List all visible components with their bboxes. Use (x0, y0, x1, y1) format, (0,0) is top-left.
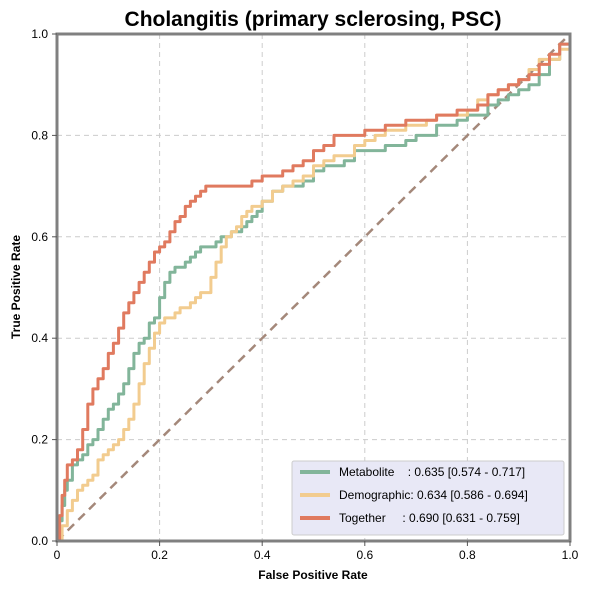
x-tick-label: 0.6 (356, 548, 373, 562)
x-tick-label: 0.2 (151, 548, 168, 562)
x-tick-label: 0 (54, 548, 61, 562)
y-tick-label: 0.8 (31, 128, 48, 142)
legend: Metabolite : 0.635 [0.574 - 0.717] Demogr… (291, 460, 565, 536)
x-axis-ticks: 0 0.2 0.4 0.6 0.8 1.0 (54, 541, 579, 562)
roc-curve-together (57, 34, 572, 543)
roc-curve-metabolite (57, 34, 572, 543)
legend-label-demographic: Demographic: 0.634 [0.586 - 0.694] (339, 488, 528, 502)
chart-title: Cholangitis (primary sclerosing, PSC) (125, 8, 502, 31)
y-axis-ticks: 0.0 0.2 0.4 0.6 0.8 1.0 (31, 27, 57, 548)
diagonal-line (56, 33, 571, 542)
x-tick-label: 0.4 (254, 548, 271, 562)
y-axis-label: True Positive Rate (9, 235, 23, 339)
legend-label-together: Together : 0.690 [0.631 - 0.759] (339, 511, 520, 525)
y-tick-label: 0.6 (31, 230, 48, 244)
y-tick-label: 1.0 (31, 27, 48, 41)
x-axis-label: False Positive Rate (258, 568, 368, 582)
legend-label-metabolite: Metabolite : 0.635 [0.574 - 0.717] (339, 465, 525, 479)
chance-diagonal (56, 33, 571, 542)
x-tick-label: 1.0 (562, 548, 579, 562)
y-tick-label: 0.2 (31, 433, 48, 447)
roc-curves (57, 34, 572, 543)
y-tick-label: 0.4 (31, 331, 48, 345)
x-tick-label: 0.8 (459, 548, 476, 562)
legend-box (291, 460, 565, 536)
plot-frame (55, 32, 572, 543)
y-tick-label: 0.0 (31, 534, 48, 548)
